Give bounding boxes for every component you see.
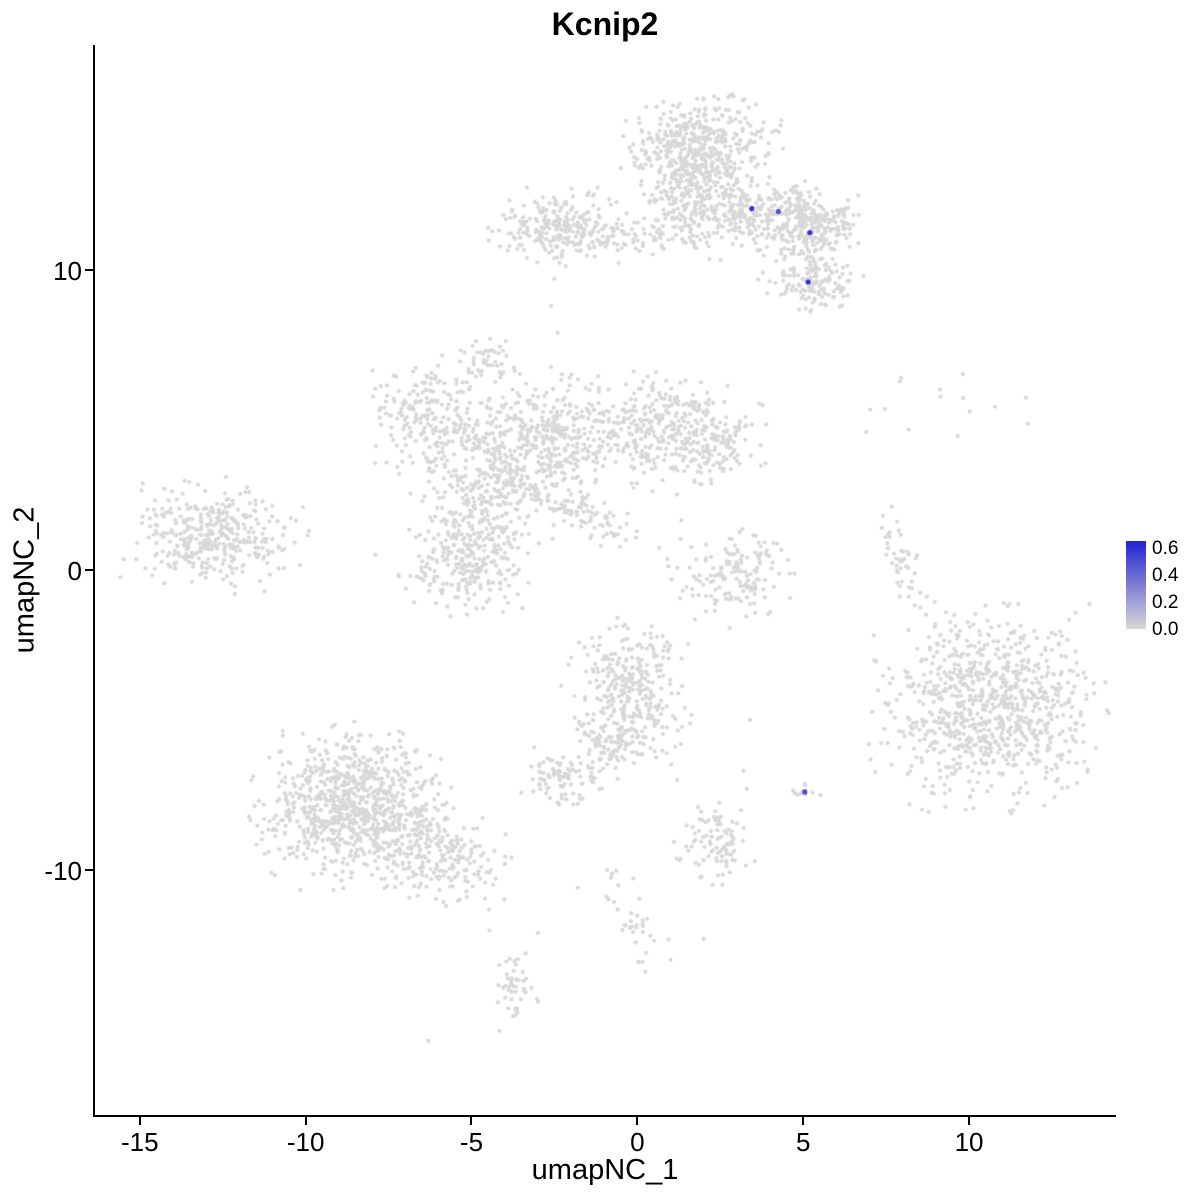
x-tick-label: -15 [120,1127,159,1157]
x-tick-mark [802,1117,805,1125]
y-axis-title: umapNC_2 [8,506,41,654]
y-axis-line [93,45,95,1117]
legend-tick-label: 0.6 [1152,537,1179,559]
y-tick-mark [85,568,93,571]
x-tick-label: 10 [954,1127,984,1157]
x-tick-mark [968,1117,971,1125]
color-legend: 0.6 0.4 0.2 0.0 [1126,537,1200,641]
legend-tick-label: 0.4 [1152,564,1179,586]
y-tick-label: 0 [67,555,82,586]
x-tick-mark [304,1117,307,1125]
legend-tick-label: 0.2 [1152,591,1179,613]
x-tick-label: -10 [286,1127,325,1157]
legend-gradient-bar [1126,541,1146,629]
x-tick-label: 5 [795,1127,811,1157]
plot-title: Kcnip2 [551,6,659,42]
x-tick-mark [138,1117,141,1125]
y-tick-mark [85,268,93,271]
x-tick-label: 0 [630,1127,645,1157]
x-tick-label: -5 [459,1127,484,1157]
x-tick-mark [470,1117,473,1125]
x-axis-line [93,1115,1116,1117]
y-tick-label: 10 [53,255,82,286]
x-tick-mark [636,1117,639,1125]
legend-tick-label: 0.0 [1152,619,1179,640]
y-tick-mark [85,868,93,871]
y-tick-label: -10 [44,855,82,886]
x-axis-title: umapNC_1 [531,1154,679,1186]
